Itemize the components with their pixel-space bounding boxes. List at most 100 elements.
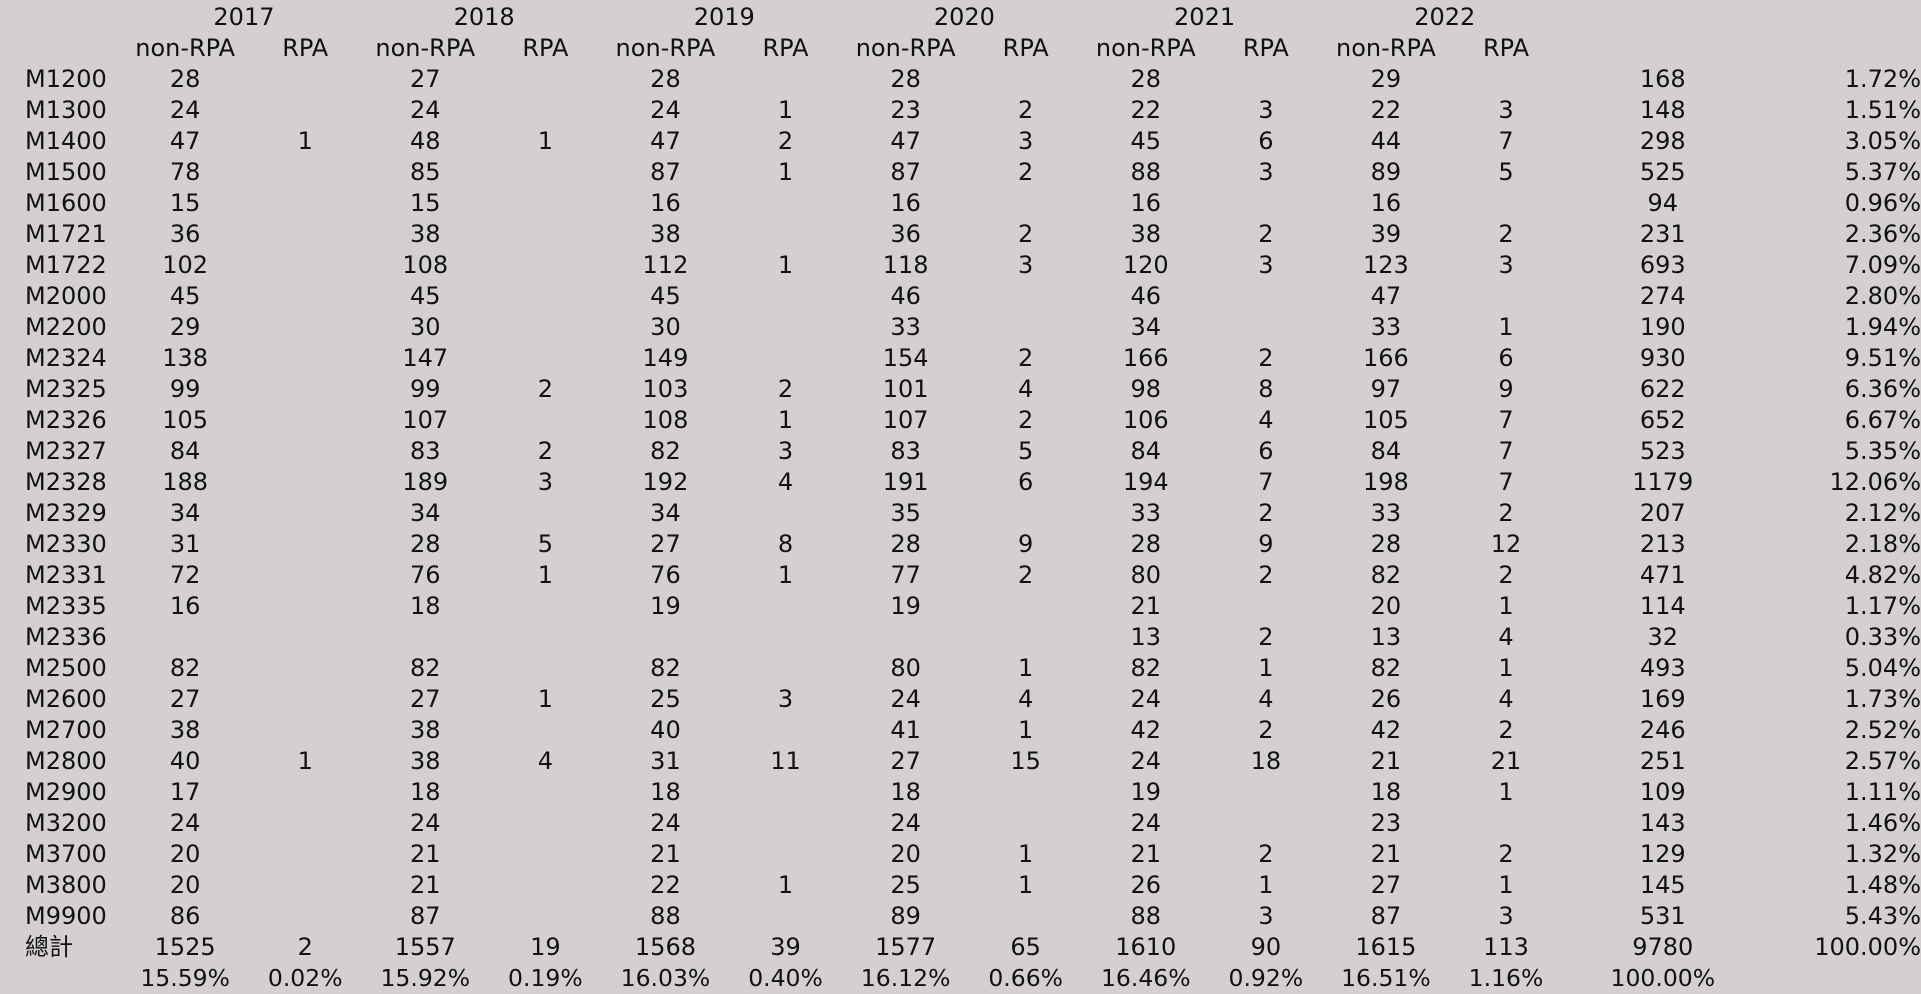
row-share: 1.51% bbox=[1844, 96, 1921, 124]
row-label: M2700 bbox=[25, 716, 107, 744]
row-share: 2.52% bbox=[1844, 716, 1921, 744]
table-cell: 21 bbox=[1370, 747, 1402, 775]
table-row: M2325 99 99 2 103 2 101 4 98 8 97 9 622 6.36% bbox=[0, 374, 1921, 405]
table-cell: 45 bbox=[410, 282, 441, 310]
table-cell: 198 bbox=[1363, 468, 1409, 496]
table-cell: 31 bbox=[169, 530, 201, 558]
table-cell: 21 bbox=[410, 840, 441, 868]
table-cell bbox=[246, 157, 364, 188]
percent-cell: 16.03% bbox=[620, 964, 711, 992]
table-cell: 1 bbox=[537, 561, 553, 589]
table-cell: 20 bbox=[1370, 592, 1402, 620]
table-cell: 87 bbox=[650, 158, 681, 186]
column-header: non-RPA bbox=[1336, 34, 1436, 62]
table-cell bbox=[246, 591, 364, 622]
table-cell: 123 bbox=[1363, 251, 1409, 279]
table-cell: 8 bbox=[777, 530, 794, 558]
table-cell: 1 bbox=[1018, 654, 1034, 682]
table-cell: 2 bbox=[1258, 716, 1274, 744]
table-cell: 2 bbox=[1498, 220, 1514, 248]
table-row: M1722 102 108 112 1 118 3 120 3 123 3 693 7.09% bbox=[0, 250, 1921, 281]
table-cell bbox=[246, 560, 364, 591]
row-total: 148 bbox=[1639, 96, 1686, 124]
row-share: 9.51% bbox=[1844, 344, 1921, 372]
row-share: 1.32% bbox=[1844, 840, 1921, 868]
table-cell: 26 bbox=[1370, 685, 1402, 713]
table-row: M2000 45 45 45 46 46 47 274 2.80% bbox=[0, 281, 1921, 312]
table-cell: 30 bbox=[650, 313, 681, 341]
row-total: 246 bbox=[1639, 716, 1686, 744]
table-cell: 42 bbox=[1130, 716, 1162, 744]
table-cell: 6 bbox=[1018, 468, 1034, 496]
table-cell: 8 bbox=[1258, 375, 1274, 403]
row-share: 5.43% bbox=[1844, 902, 1921, 930]
table-cell: 1 bbox=[777, 96, 794, 124]
table-cell: 82 bbox=[650, 437, 681, 465]
table-cell: 28 bbox=[410, 530, 441, 558]
table-cell bbox=[1447, 188, 1565, 219]
table-row: M2336 13 2 13 4 32 0.33% bbox=[0, 622, 1921, 653]
table-cell: 33 bbox=[1370, 313, 1402, 341]
table-cell: 24 bbox=[890, 809, 921, 837]
table-cell bbox=[487, 250, 605, 281]
table-cell bbox=[487, 405, 605, 436]
row-total: 143 bbox=[1639, 809, 1686, 837]
table-cell: 2 bbox=[1018, 561, 1034, 589]
year-header: 2022 bbox=[1414, 3, 1476, 31]
table-cell: 24 bbox=[650, 96, 681, 124]
row-total: 523 bbox=[1639, 437, 1686, 465]
table-cell: 27 bbox=[169, 685, 201, 713]
table-cell: 1 bbox=[777, 406, 794, 434]
row-share: 3.05% bbox=[1844, 127, 1921, 155]
table-cell: 99 bbox=[410, 375, 441, 403]
table-cell: 1 bbox=[777, 871, 794, 899]
table-cell: 7 bbox=[1498, 437, 1514, 465]
year-header: 2018 bbox=[453, 3, 515, 31]
table-cell bbox=[727, 622, 845, 653]
table-cell bbox=[246, 281, 364, 312]
table-cell: 3 bbox=[537, 468, 553, 496]
table-cell bbox=[246, 250, 364, 281]
table-cell bbox=[364, 622, 487, 653]
table-cell: 84 bbox=[1370, 437, 1402, 465]
row-share: 2.18% bbox=[1844, 530, 1921, 558]
table-cell bbox=[727, 188, 845, 219]
table-cell: 46 bbox=[1130, 282, 1162, 310]
row-total: 94 bbox=[1647, 189, 1679, 217]
table-cell bbox=[727, 777, 845, 808]
table-cell: 42 bbox=[1370, 716, 1402, 744]
table-cell: 3 bbox=[1258, 251, 1274, 279]
table-cell: 88 bbox=[1130, 158, 1162, 186]
table-cell: 1 bbox=[1498, 778, 1514, 806]
table-row: M2324 138 147 149 154 2 166 2 166 6 930 9.51% bbox=[0, 343, 1921, 374]
table-cell: 4 bbox=[1498, 623, 1514, 651]
row-share: 5.35% bbox=[1844, 437, 1921, 465]
table-cell: 36 bbox=[890, 220, 921, 248]
table-row: M2800 40 1 38 4 31 11 27 15 24 18 21 21 251 2.57% bbox=[0, 746, 1921, 777]
table-cell: 19 bbox=[530, 933, 561, 961]
table-cell bbox=[1207, 64, 1325, 95]
table-cell: 21 bbox=[410, 871, 441, 899]
table-cell: 4 bbox=[777, 468, 794, 496]
table-cell: 2 bbox=[1018, 158, 1034, 186]
table-cell: 30 bbox=[410, 313, 441, 341]
empty-cell bbox=[0, 963, 124, 994]
table-row: M2328 188 189 3 192 4 191 6 194 7 198 7 1179 12.06% bbox=[0, 467, 1921, 498]
row-label: M2326 bbox=[25, 406, 107, 434]
table-cell bbox=[487, 777, 605, 808]
table-row: M1600 15 15 16 16 16 16 94 0.96% bbox=[0, 188, 1921, 219]
table-cell: 1615 bbox=[1355, 933, 1417, 961]
table-row: M2900 17 18 18 18 19 18 1 109 1.11% bbox=[0, 777, 1921, 808]
table-cell: 113 bbox=[1483, 933, 1529, 961]
table-row: M2330 31 28 5 27 8 28 9 28 9 28 12 213 2.18% bbox=[0, 529, 1921, 560]
row-total: 622 bbox=[1639, 375, 1686, 403]
table-cell: 16 bbox=[1370, 189, 1402, 217]
table-cell: 13 bbox=[1370, 623, 1402, 651]
table-cell: 88 bbox=[1130, 902, 1162, 930]
table-cell: 4 bbox=[1018, 685, 1034, 713]
table-cell: 15 bbox=[169, 189, 201, 217]
table-cell bbox=[487, 591, 605, 622]
table-cell: 5 bbox=[537, 530, 553, 558]
table-cell bbox=[727, 343, 845, 374]
table-cell bbox=[246, 901, 364, 932]
